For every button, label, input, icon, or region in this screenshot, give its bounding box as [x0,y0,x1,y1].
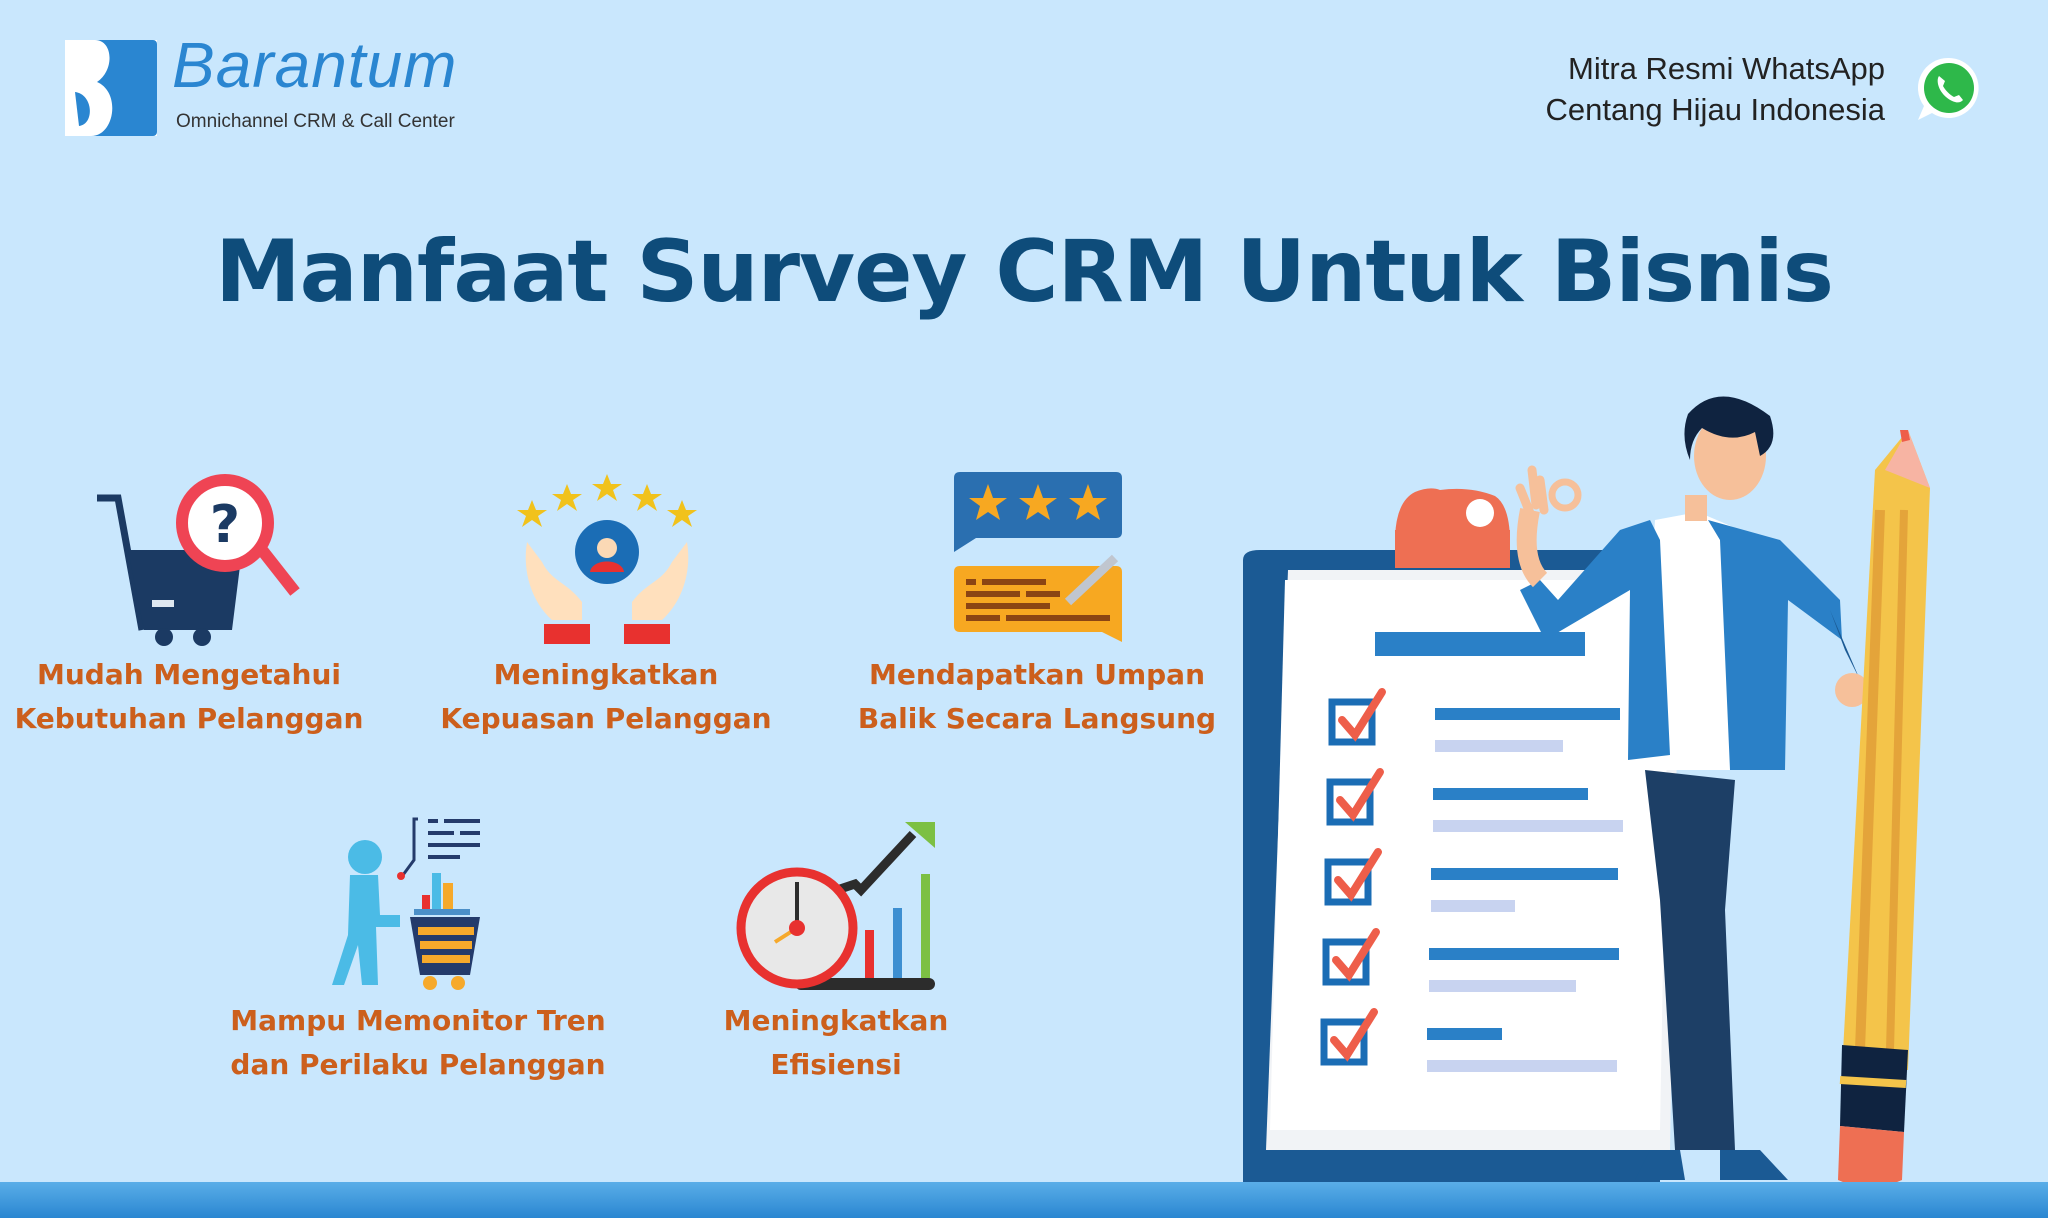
benefit-3-line-2: Balik Secara Langsung [857,702,1217,735]
clock-growth-icon [736,822,935,990]
benefit-label-5: Meningkatkan Efisiensi [626,999,1046,1087]
benefit-label-2: Meningkatkan Kepuasan Pelanggan [396,653,816,741]
shopper-trend-icon [332,817,480,990]
brand-name: Barantum [172,29,458,101]
hands-stars-icon [517,474,697,644]
partner-line-1: Mitra Resmi WhatsApp [1568,51,1885,86]
cart-magnifier-icon: ? [97,474,300,646]
clipboard-icon [1243,488,1680,1190]
brand-tagline: Omnichannel CRM & Call Center [176,111,455,132]
benefit-1-line-1: Mudah Mengetahui [37,658,341,691]
svg-text:?: ? [210,495,240,555]
benefit-5-line-1: Meningkatkan [723,1004,949,1037]
pencil-icon [1838,430,1930,1188]
benefit-2-line-1: Meningkatkan [493,658,719,691]
benefit-5-line-2: Efisiensi [770,1048,902,1081]
partner-line-2: Centang Hijau Indonesia [1545,92,1885,127]
benefit-4-line-2: dan Perilaku Pelanggan [230,1048,606,1081]
barantum-logo-icon [65,40,157,136]
page-title: Manfaat Survey CRM Untuk Bisnis [215,222,1834,322]
benefit-label-1: Mudah Mengetahui Kebutuhan Pelanggan [0,653,399,741]
feedback-chat-icon [954,472,1122,642]
bottom-bar [0,1182,2048,1218]
benefit-1-line-2: Kebutuhan Pelanggan [14,702,364,735]
person-icon [1515,396,1869,1180]
benefit-3-line-1: Mendapatkan Umpan [868,658,1206,691]
benefit-label-4: Mampu Memonitor Tren dan Perilaku Pelang… [208,999,628,1087]
benefit-2-line-2: Kepuasan Pelanggan [440,702,772,735]
benefit-label-3: Mendapatkan Umpan Balik Secara Langsung [827,653,1247,741]
benefit-4-line-1: Mampu Memonitor Tren [230,1004,606,1037]
partner-text: Mitra Resmi WhatsApp Centang Hijau Indon… [1545,48,1885,130]
survey-illustration [1243,396,1930,1190]
whatsapp-icon [1917,57,1979,120]
